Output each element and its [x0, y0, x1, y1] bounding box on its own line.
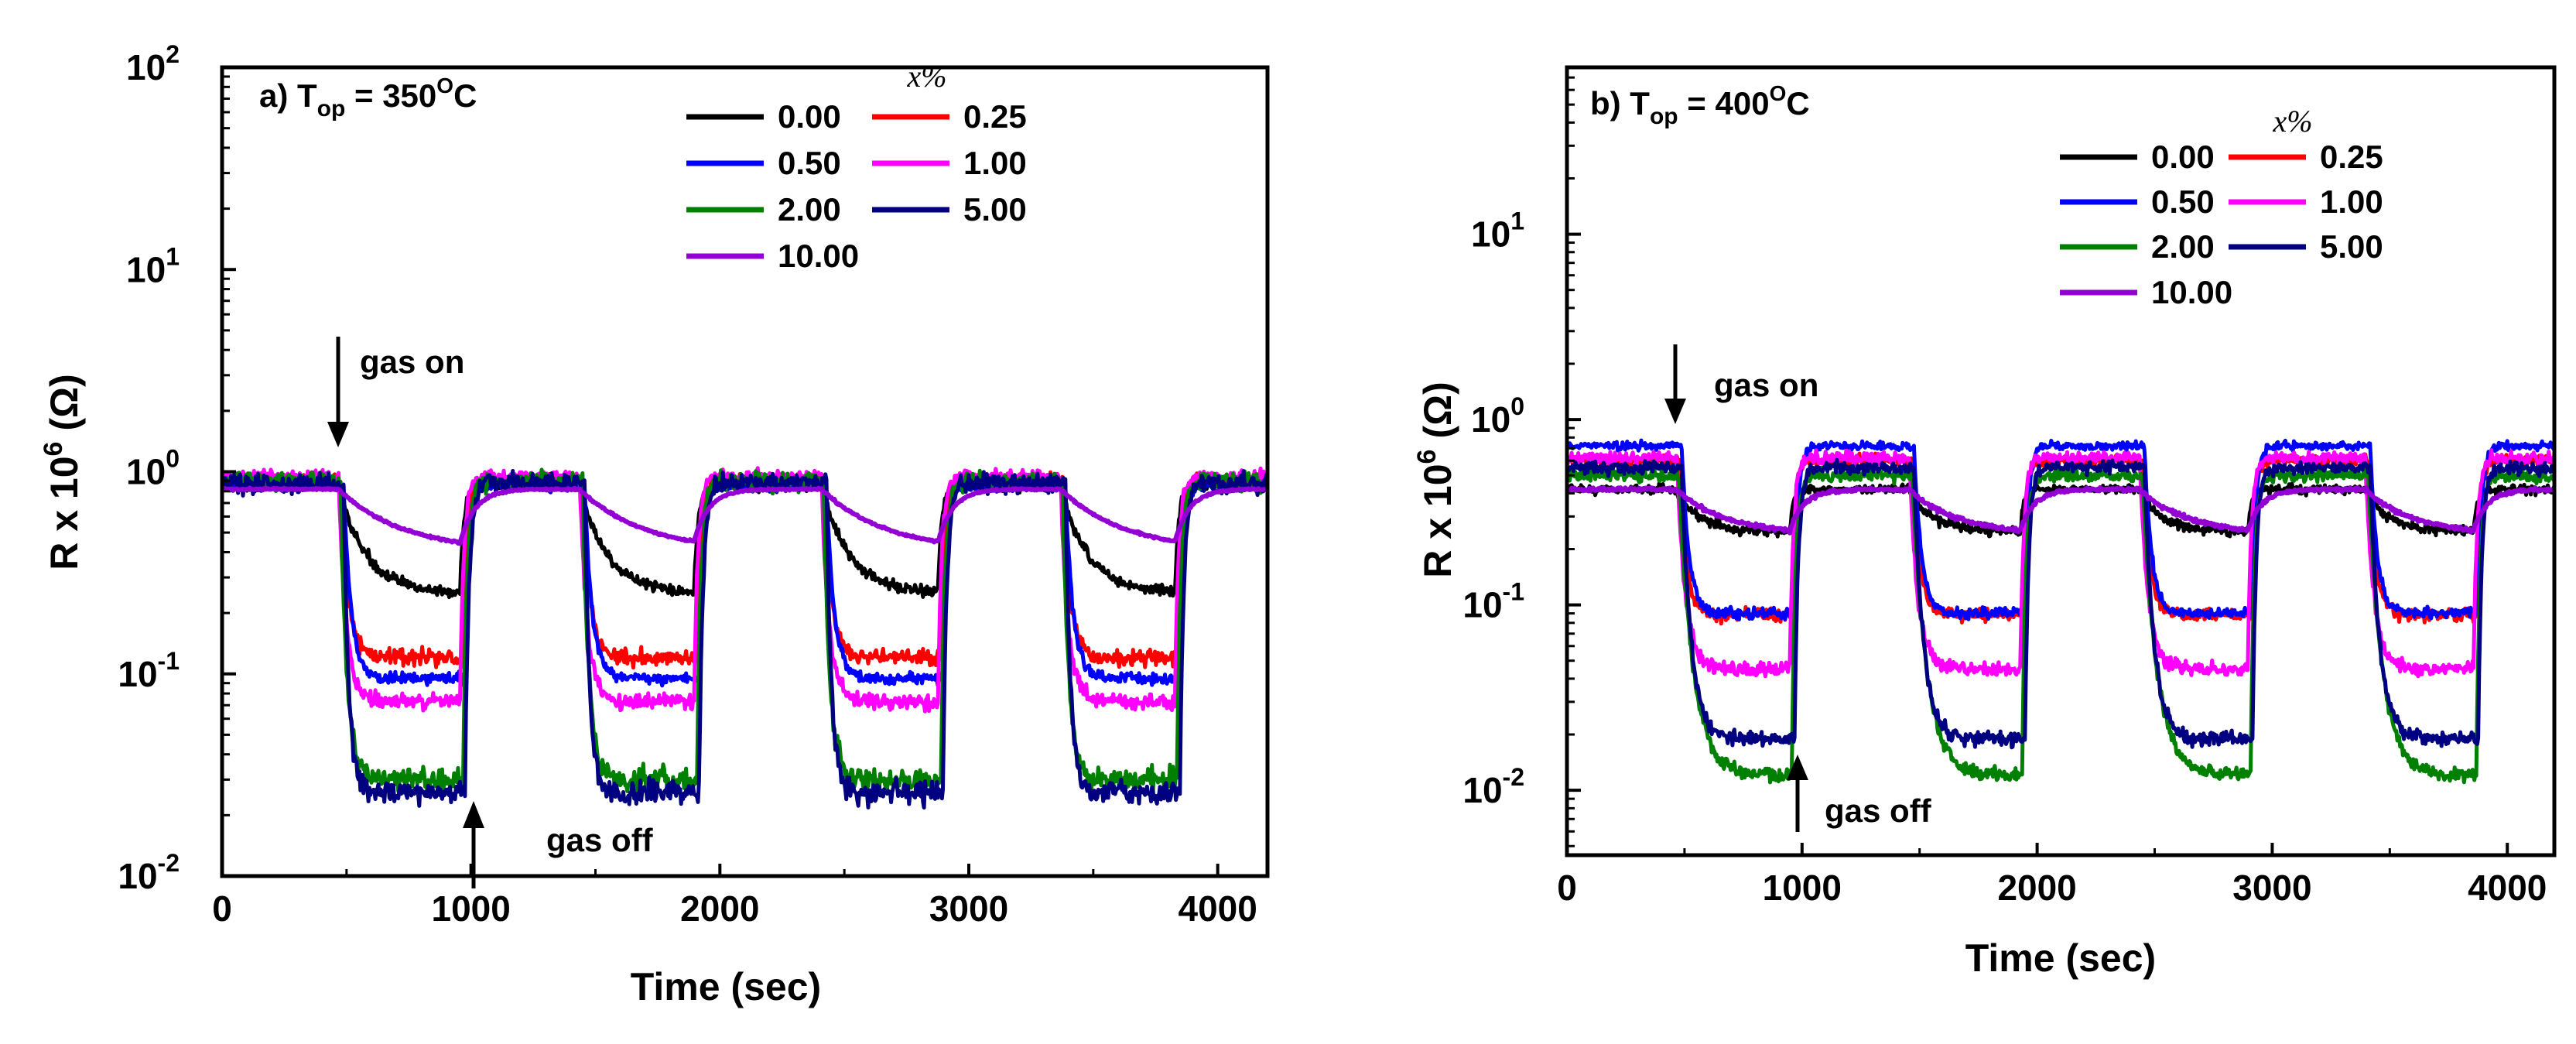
panel-b-legend-title: x% [2272, 104, 2312, 139]
panel-b: 0 1000 2000 3000 4000 10-2 10-1 100 101 b) Top =… [1412, 65, 2557, 980]
panel-a-x-tick-label-3: 3000 [929, 888, 1008, 929]
panel-b-series-1-00 [1565, 448, 2557, 679]
panel-a-gas-off-label: gas off [546, 822, 654, 858]
panel-a-legend-label-2-00: 2.00 [778, 191, 841, 228]
panel-b-legend: 0.00 0.25 0.50 1.00 2.00 5.00 10.00 [2060, 139, 2383, 310]
panel-a-x-axis-label: Time (sec) [631, 965, 821, 1008]
panel-b-y-tick-label-3: 101 [1471, 207, 1524, 255]
panel-a-y-tick-label-3: 101 [126, 242, 180, 289]
panel-a-x-tick-label-2: 2000 [680, 888, 759, 929]
panel-a-legend: 0.00 0.25 0.50 1.00 2.00 5.00 10.00 [686, 98, 1027, 274]
panel-a-title: a) Top = 350OC [259, 74, 477, 122]
panel-a-gas-on-label: gas on [360, 344, 464, 380]
panel-b-x-tick-label-3: 3000 [2232, 868, 2311, 908]
panel-b-series-0-50 [1565, 438, 2557, 621]
panel-a-gas-on-marker [327, 337, 349, 447]
panel-b-series-10-00 [1565, 484, 2556, 536]
panel-b-gas-off-marker [1787, 755, 1808, 832]
panel-b-x-tick-label-0: 0 [1557, 868, 1577, 908]
panel-b-legend-label-1-00: 1.00 [2320, 183, 2383, 220]
panel-b-x-tick-label-2: 2000 [1997, 868, 2076, 908]
panel-b-y-tick-label-0: 10-2 [1462, 763, 1524, 810]
panel-a-legend-label-0-50: 0.50 [778, 145, 841, 181]
panel-a-series-5-00 [220, 469, 1270, 810]
panel-b-gas-on-label: gas on [1714, 367, 1818, 403]
panel-b-series-5-00 [1565, 457, 2556, 750]
panel-a-x-tick-label-1: 1000 [431, 888, 510, 929]
panel-a-gas-off-marker [463, 801, 484, 888]
panel-a-legend-label-1-00: 1.00 [963, 145, 1027, 181]
panel-a-legend-title: x% [906, 59, 946, 94]
panel-b-gas-off-label: gas off [1825, 792, 1932, 829]
panel-a-y-tick-label-4: 102 [126, 40, 180, 87]
panel-b-y-tick-label-2: 100 [1471, 392, 1524, 440]
panel-a-legend-label-0-00: 0.00 [778, 98, 841, 135]
panel-b-x-axis-label: Time (sec) [1965, 936, 2156, 980]
panel-b-legend-label-0-00: 0.00 [2151, 139, 2215, 175]
panel-b-legend-label-5-00: 5.00 [2320, 228, 2383, 265]
panel-b-legend-label-0-50: 0.50 [2151, 183, 2215, 220]
panel-b-legend-label-0-25: 0.25 [2320, 139, 2383, 175]
panel-a-y-tick-label-2: 100 [126, 445, 180, 492]
panel-b-gas-on-marker [1664, 344, 1686, 424]
panel-b-y-axis-label: R x 106 (Ω) [1412, 382, 1459, 578]
panel-b-x-tick-label-4: 4000 [2468, 868, 2547, 908]
panel-a-y-tick-label-0: 10-2 [118, 849, 180, 896]
panel-a-y-tick-label-1: 10-1 [118, 647, 180, 694]
panel-b-y-tick-label-1: 10-1 [1462, 578, 1524, 625]
panel-a-x-tick-label-4: 4000 [1178, 888, 1257, 929]
panel-b-legend-label-10-00: 10.00 [2151, 274, 2232, 310]
panel-a-series-10-00 [221, 485, 1269, 546]
panel-a-legend-label-0-25: 0.25 [963, 98, 1027, 135]
panel-a-legend-label-10-00: 10.00 [778, 238, 859, 274]
panel-b-title: b) Top = 400OC [1590, 81, 1810, 129]
panel-a-legend-label-5-00: 5.00 [963, 191, 1027, 228]
panel-b-x-tick-label-1: 1000 [1763, 868, 1842, 908]
panel-b-legend-label-2-00: 2.00 [2151, 228, 2215, 265]
panel-a-series-2-00 [221, 467, 1270, 797]
panel-a-x-tick-label-0: 0 [212, 888, 232, 929]
panel-a-y-axis-label: R x 106 (Ω) [39, 374, 86, 570]
panel-a: 0 1000 2000 3000 4000 10-2 10-1 100 101 102 a) To… [39, 40, 1270, 1008]
